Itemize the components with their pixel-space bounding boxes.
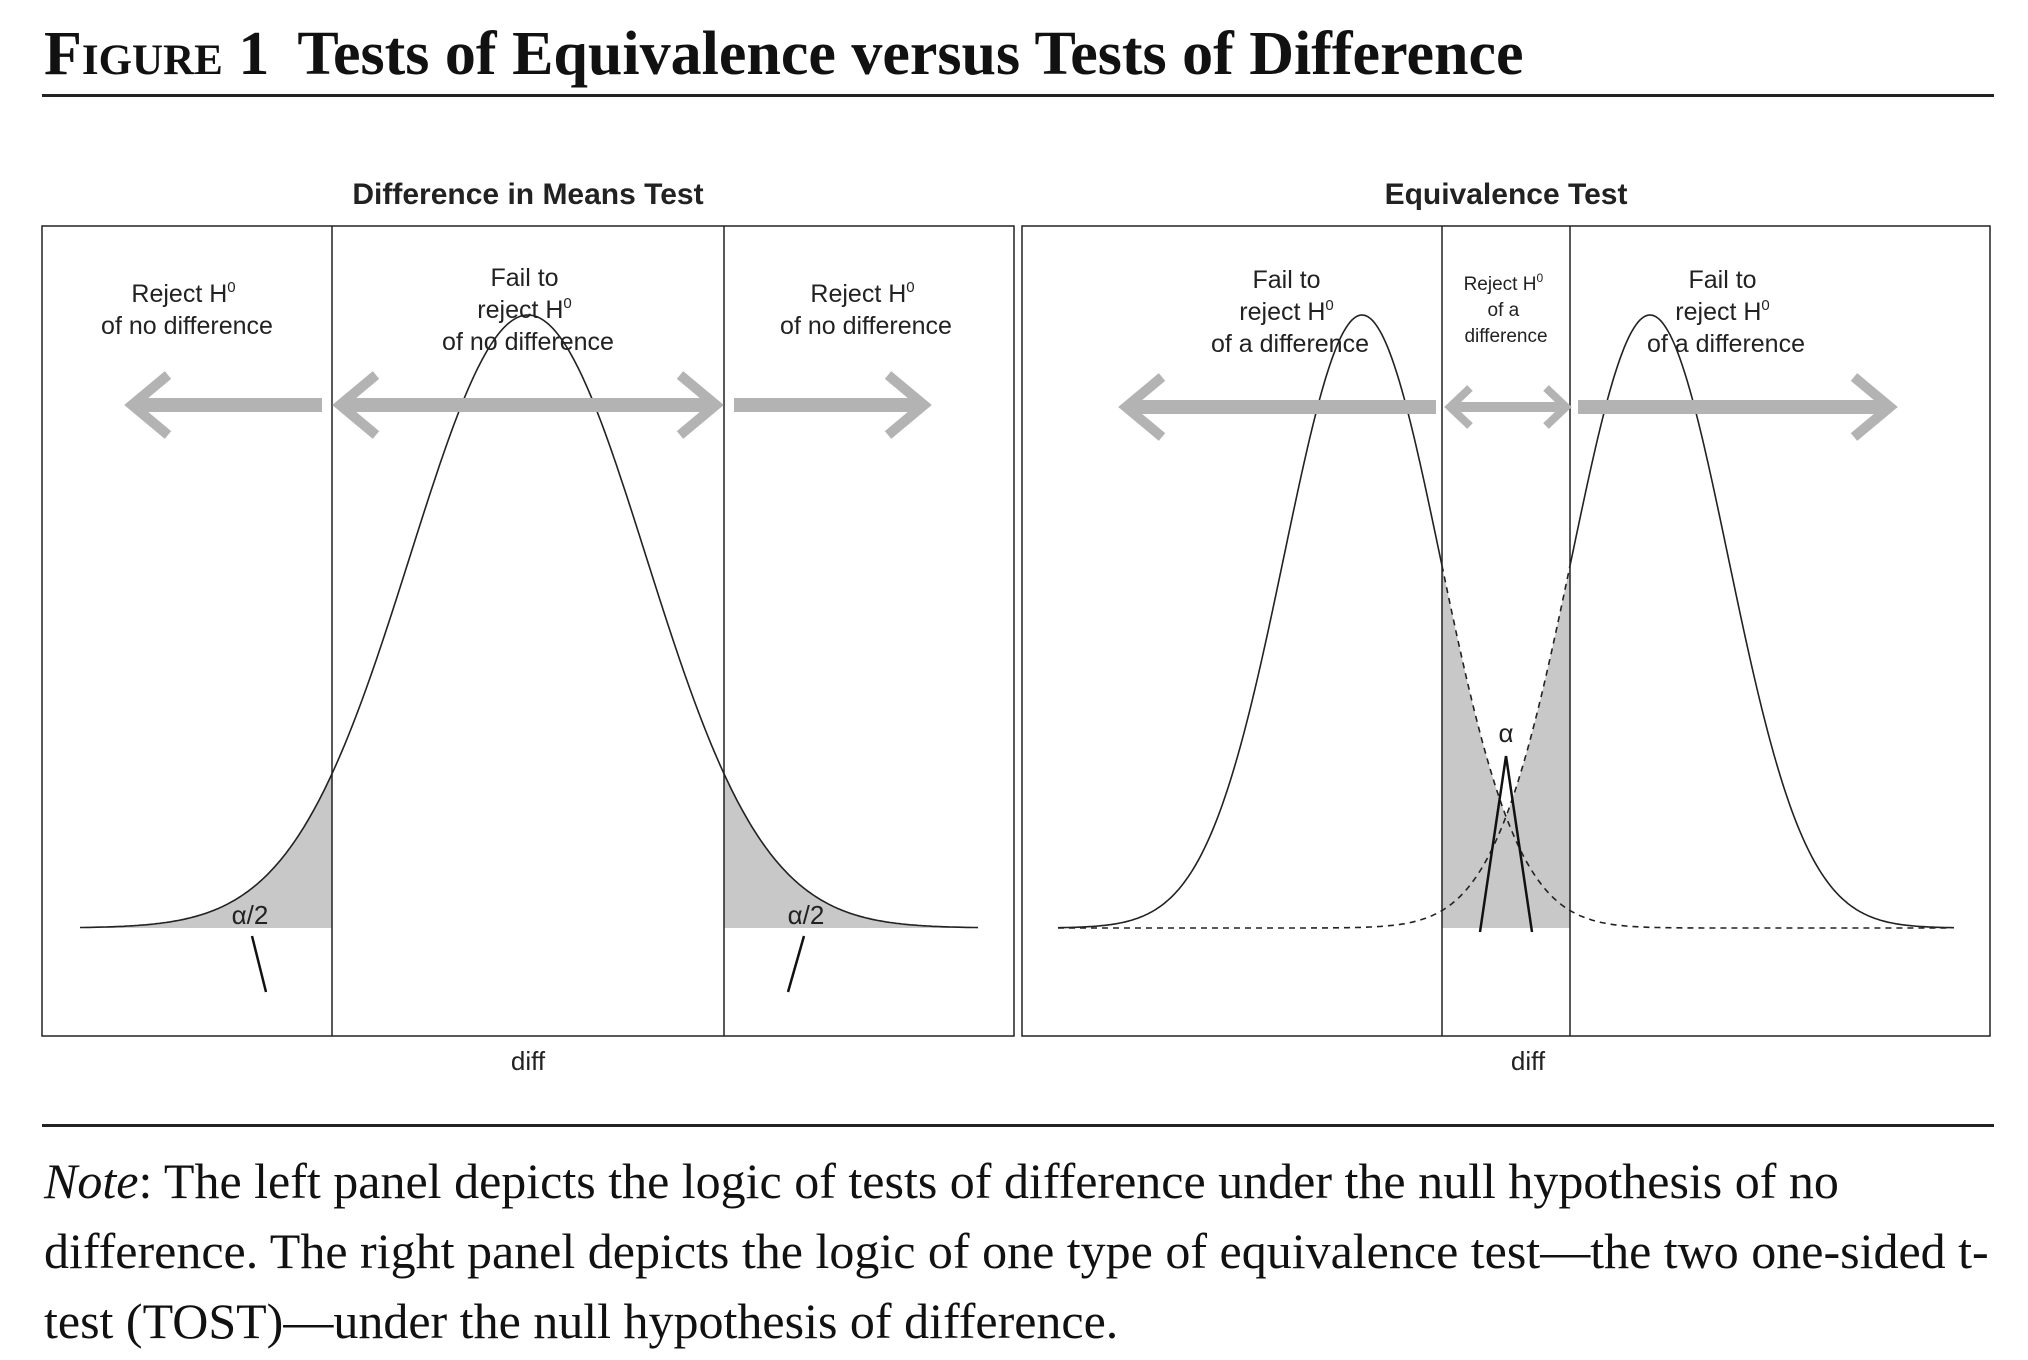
diagram: Difference in Means Test Reject H0 of no… — [41, 178, 1991, 1076]
left-tail-label-upper: α/2 — [788, 900, 825, 930]
left-tail-shade-left — [80, 773, 332, 928]
right-right-distribution-curve — [1569, 314, 1954, 929]
right-rejection-shade-left — [1442, 565, 1570, 928]
right-rejection-shade-right — [1442, 565, 1570, 928]
right-region-reject-center: Reject H0 of a difference — [1464, 266, 1549, 347]
right-arrow-reject-center — [1444, 385, 1572, 429]
right-left-distribution-curve — [1058, 314, 1443, 929]
right-region-fail-right: Fail to reject H0 of a difference — [1647, 266, 1805, 358]
top-rule — [42, 94, 1994, 97]
right-right-distribution-tail — [1058, 565, 1571, 929]
left-panel-frame — [41, 225, 1015, 1037]
figure-note: Note: The left panel depicts the logic o… — [44, 1146, 2002, 1356]
left-tail-shade-right — [724, 773, 978, 928]
left-tail-pointer-lower — [250, 935, 268, 993]
figure-name: Tests of Equivalence versus Tests of Dif… — [297, 20, 1524, 88]
left-arrow-fail-center — [332, 371, 724, 439]
note-label: Note — [44, 1153, 139, 1209]
left-x-axis-label: diff — [511, 1046, 546, 1076]
right-panel-frame — [1021, 225, 1991, 1037]
right-x-axis-label: diff — [1511, 1046, 1546, 1076]
left-region-reject-right: Reject H0 of no difference — [780, 270, 952, 340]
left-tail-pointer-upper — [786, 935, 806, 993]
right-left-distribution-tail — [1441, 565, 1950, 929]
right-region-fail-left: Fail to reject H0 of a difference — [1211, 266, 1369, 358]
left-tail-label-lower: α/2 — [232, 900, 269, 930]
left-region-reject-left: Reject H0 of no difference — [101, 270, 273, 340]
left-arrow-reject-left — [124, 371, 322, 439]
figure-title: Figure 1 Tests of Equivalence versus Test… — [44, 14, 1524, 94]
left-panel-title: Difference in Means Test — [352, 178, 703, 211]
right-panel: Equivalence Test Fail to reject H0 of a — [1021, 178, 1991, 1076]
left-arrow-reject-right — [734, 371, 932, 439]
right-arrow-fail-right — [1578, 373, 1898, 441]
left-panel: Difference in Means Test Reject H0 of no… — [41, 178, 1015, 1076]
right-panel-title: Equivalence Test — [1385, 178, 1628, 211]
left-distribution-curve — [80, 314, 979, 929]
figure-number: Figure 1 — [44, 20, 270, 88]
note-text: : The left panel depicts the logic of te… — [44, 1153, 1989, 1349]
right-alpha-pointer — [1478, 755, 1534, 933]
left-region-fail-center: Fail to reject H0 of no difference — [442, 264, 614, 356]
right-alpha-label: α — [1498, 718, 1513, 748]
right-arrow-fail-left — [1118, 373, 1436, 441]
bottom-rule — [42, 1124, 1994, 1127]
